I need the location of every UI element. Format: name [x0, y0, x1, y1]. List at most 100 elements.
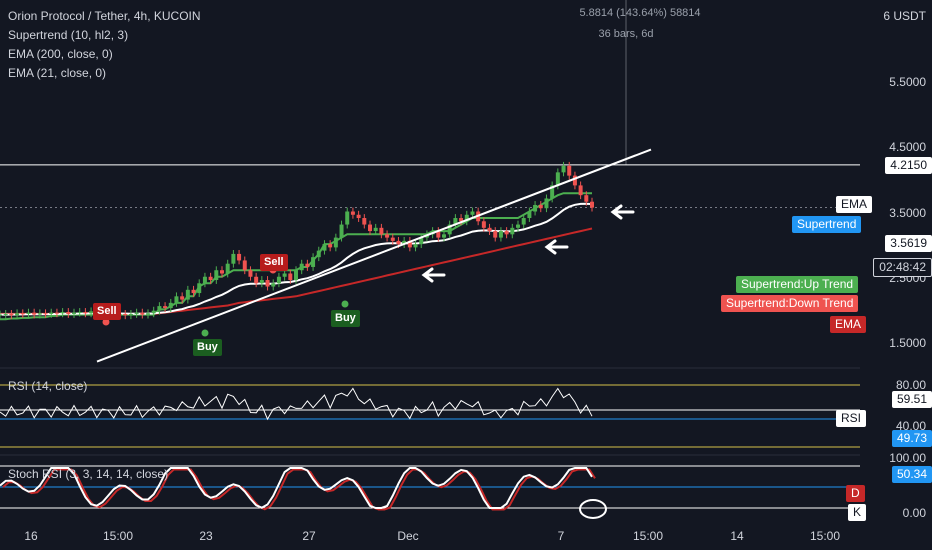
- candle-body: [447, 224, 452, 235]
- candle-body: [15, 313, 20, 316]
- legend-ema-200[interactable]: EMA (200, close, 0): [8, 47, 113, 61]
- horizontal-level-tag[interactable]: 4.2150: [885, 157, 932, 174]
- candle-body: [89, 311, 94, 314]
- candle-body: [413, 244, 418, 248]
- signal-dot-3: [201, 329, 209, 337]
- candle-body: [123, 313, 128, 316]
- candle-body: [9, 313, 14, 316]
- candle-body: [453, 218, 458, 225]
- candle-body: [498, 231, 503, 238]
- trendline: [96, 148, 652, 363]
- candle-body: [225, 263, 230, 274]
- candle-body: [311, 257, 316, 267]
- candle-body: [208, 276, 213, 281]
- time-tick-dec: Dec: [397, 529, 419, 543]
- candle-body: [54, 312, 59, 314]
- candle-body: [561, 165, 566, 173]
- arrow-annotation-3: [610, 204, 635, 220]
- candle-body: [328, 244, 333, 248]
- signal-dot-1: [102, 318, 110, 326]
- candle-body: [248, 270, 253, 277]
- supertrend-up-tag: Supertrend:Up Trend: [736, 276, 859, 293]
- chart-title: Orion Protocol / Tether, 4h, KUCOIN: [8, 9, 201, 23]
- candle-body: [271, 283, 276, 287]
- candle-body: [254, 276, 259, 284]
- candle-body: [282, 273, 287, 277]
- candle-body: [419, 237, 424, 245]
- candle-body: [339, 224, 344, 238]
- candle-body: [185, 289, 190, 300]
- candle-body: [37, 313, 42, 315]
- candle-body: [77, 311, 82, 313]
- candle-body: [316, 250, 321, 258]
- time-tick-14: 14: [730, 529, 744, 543]
- ema-tag: EMA: [836, 196, 873, 213]
- candle-body: [533, 204, 538, 212]
- candle-body: [510, 227, 515, 235]
- candle-body: [345, 211, 350, 225]
- time-tick-1500-a: 15:00: [102, 529, 134, 543]
- candle-body: [83, 311, 88, 314]
- candle-body: [481, 221, 486, 228]
- candle-body: [237, 253, 242, 261]
- candle-body: [146, 313, 150, 315]
- buy-signal-1: Buy: [193, 339, 222, 356]
- ema-200-tag: EMA: [830, 316, 867, 333]
- rsi-tick-80: 80.00: [895, 378, 926, 392]
- candle-body: [550, 185, 555, 199]
- ema-21-line: [0, 202, 593, 316]
- candle-body: [390, 237, 395, 241]
- rsi-tick-40: 40.00: [895, 419, 926, 433]
- candle-body: [516, 224, 520, 228]
- time-tick-16: 16: [24, 529, 38, 543]
- currency-label[interactable]: 6 USDT: [883, 9, 926, 23]
- candle-body: [373, 227, 378, 232]
- legend-ema-21[interactable]: EMA (21, close, 0): [8, 66, 107, 80]
- signal-dot-4: [341, 300, 349, 308]
- rsi-title[interactable]: RSI (14, close): [8, 379, 88, 393]
- candle-body: [3, 313, 8, 315]
- time-tick-1500-b: 15:00: [632, 529, 664, 543]
- supertrend-down-tag: Supertrend:Down Trend: [721, 295, 859, 312]
- candle-body: [128, 313, 133, 316]
- candle-body: [265, 280, 270, 287]
- candle-body: [407, 240, 412, 248]
- candle-body: [464, 214, 469, 222]
- candle-body: [590, 201, 594, 208]
- candle-body: [555, 172, 560, 186]
- candle-body: [197, 283, 202, 294]
- candle-body: [214, 270, 219, 281]
- last-price-tag[interactable]: 3.5619: [885, 235, 932, 252]
- legend-supertrend[interactable]: Supertrend (10, hl2, 3): [8, 28, 129, 42]
- candle-body: [538, 204, 543, 209]
- candle-body: [134, 312, 139, 314]
- arrow-annotation-2: [544, 239, 569, 255]
- stoch-blue-tag: 50.34: [891, 466, 932, 483]
- candle-body: [572, 175, 577, 186]
- sell-signal-1: Sell: [93, 303, 121, 320]
- rsi-blue-tag: 49.73: [891, 430, 932, 447]
- candle-body: [202, 276, 207, 284]
- candle-body: [163, 306, 168, 309]
- candle-body: [521, 218, 526, 225]
- price-tick-1-5: 1.5000: [889, 336, 926, 350]
- candle-body: [60, 311, 65, 314]
- candle-body: [584, 195, 589, 202]
- candle-body: [191, 289, 196, 294]
- stoch-circle-annotation: [579, 499, 607, 519]
- candle-body: [66, 311, 71, 314]
- price-tick-3-5: 3.5000: [889, 206, 926, 220]
- stoch-k-line: [0, 467, 593, 509]
- price-tick-4-5: 4.5000: [889, 140, 926, 154]
- candle-body: [333, 237, 338, 248]
- supertrend-line: [0, 192, 592, 321]
- candle-body: [157, 306, 162, 311]
- stoch-d-tag: D: [846, 485, 865, 502]
- time-tick-23: 23: [199, 529, 213, 543]
- time-tick-1500-c: 15:00: [809, 529, 841, 543]
- stoch-rsi-title[interactable]: Stoch RSI (3, 3, 14, 14, close): [8, 467, 169, 481]
- candle-body: [294, 270, 298, 281]
- stoch-tick-100: 100.00: [889, 451, 926, 465]
- candle-body: [32, 312, 37, 315]
